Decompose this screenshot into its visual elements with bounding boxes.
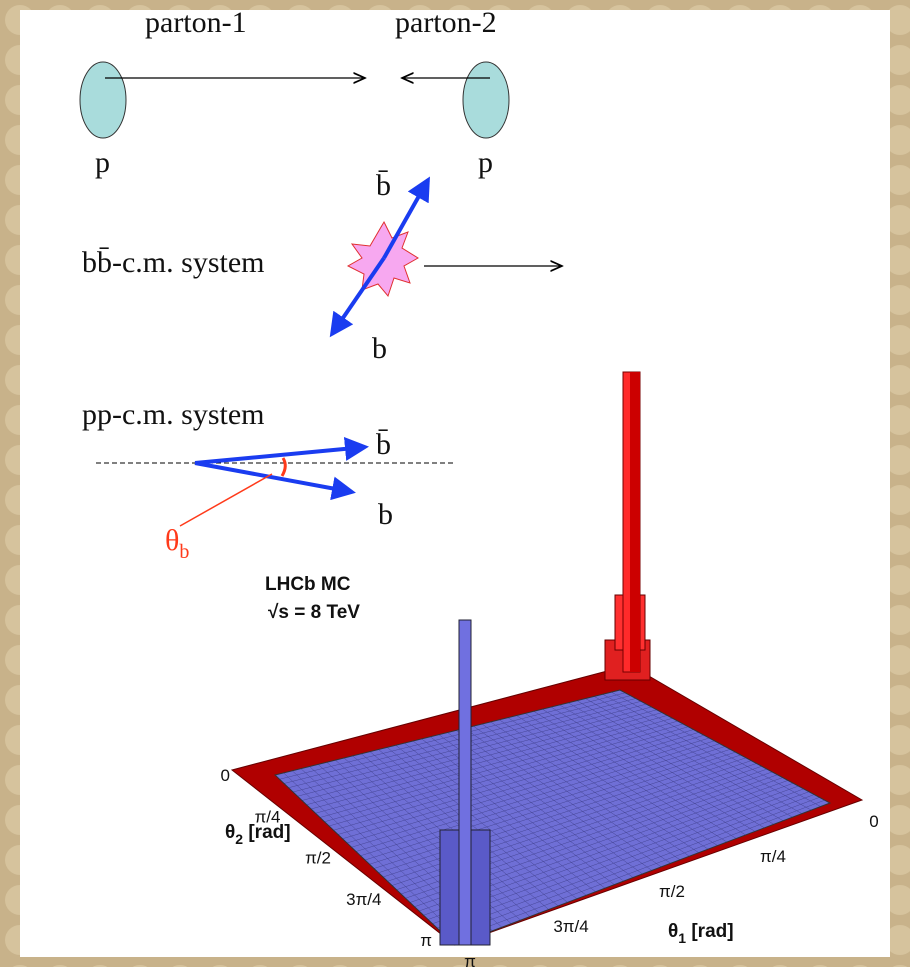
label: pp-c.m. system <box>82 398 264 431</box>
symbol: θ <box>668 921 678 942</box>
subscript: 1 <box>678 930 686 946</box>
label: b <box>372 332 387 365</box>
subscript: 2 <box>235 831 243 847</box>
unit: [rad] <box>686 921 734 942</box>
plot-energy: √s = 8 TeV <box>268 602 360 623</box>
tick-label: π <box>420 931 432 950</box>
label: p <box>95 146 110 179</box>
tick-label: 3π/4 <box>553 917 588 936</box>
label: p <box>478 146 493 179</box>
proton <box>463 62 509 138</box>
tick-label: π/2 <box>659 882 685 901</box>
label: b̄ <box>376 169 391 202</box>
figure: parton-1 parton-2 p p bb̄-c.m. system b̄… <box>0 0 910 967</box>
label: b <box>378 498 393 531</box>
peak-blue <box>459 620 471 945</box>
tick-label: π/4 <box>760 847 786 866</box>
tick-label: 0 <box>869 812 878 831</box>
tick-label: π <box>464 952 476 967</box>
peak-red-side <box>630 372 640 672</box>
tick-label: 0 <box>221 766 230 785</box>
plot-title: LHCb MC <box>265 574 351 595</box>
symbol: θ <box>225 822 235 843</box>
symbol: θ <box>165 524 179 557</box>
tick-label: π/2 <box>305 849 331 868</box>
tick-label: 3π/4 <box>346 890 381 909</box>
unit: [rad] <box>243 822 291 843</box>
subscript: b <box>179 541 189 563</box>
label: b̄ <box>376 428 391 461</box>
label: bb̄-c.m. system <box>82 246 264 279</box>
proton <box>80 62 126 138</box>
label: parton-2 <box>395 6 497 39</box>
label: parton-1 <box>145 6 247 39</box>
